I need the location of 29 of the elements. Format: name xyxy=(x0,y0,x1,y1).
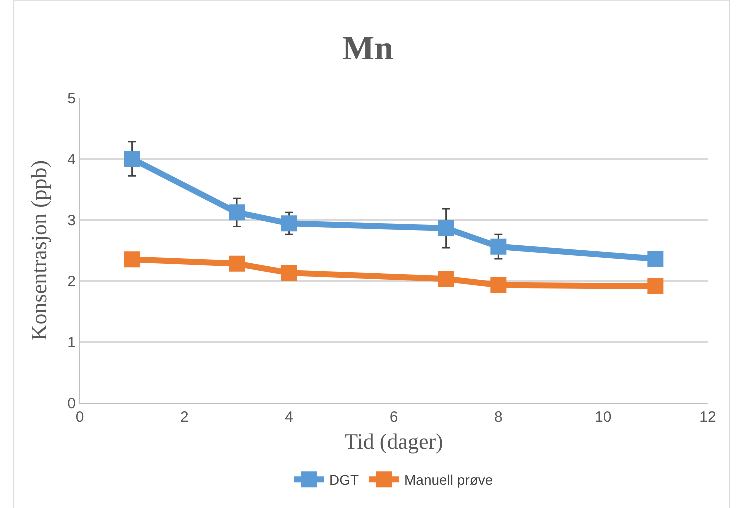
x-tick-label: 8 xyxy=(494,409,503,426)
point xyxy=(281,216,298,232)
point xyxy=(438,220,454,237)
y-tick-label: 2 xyxy=(68,273,76,290)
x-axis-title: Tid (dager) xyxy=(344,428,444,454)
y-tick-label: 1 xyxy=(68,334,76,352)
y-axis-title: Konsentrasjon (ppb) xyxy=(26,160,52,341)
point xyxy=(281,265,298,282)
point xyxy=(229,256,245,272)
y-tick-label: 5 xyxy=(68,90,76,108)
point xyxy=(438,271,454,288)
y-tick-label: 4 xyxy=(68,151,76,168)
point xyxy=(124,151,140,167)
legend-label: Manuell prøve xyxy=(404,472,494,488)
point xyxy=(490,277,507,294)
point xyxy=(124,252,140,268)
point xyxy=(648,278,664,294)
legend-label: DGT xyxy=(330,472,360,488)
x-tick-label: 4 xyxy=(285,409,294,426)
chart-title: Mn xyxy=(342,30,394,68)
x-tick-label: 12 xyxy=(700,409,716,426)
x-tick-label: 2 xyxy=(180,409,189,426)
x-tick-label: 6 xyxy=(390,409,398,426)
point xyxy=(229,204,245,221)
y-tick-label: 3 xyxy=(68,212,76,230)
y-tick-label: 0 xyxy=(68,395,76,412)
x-tick-label: 10 xyxy=(594,409,612,426)
point xyxy=(490,238,507,255)
point xyxy=(648,251,664,268)
